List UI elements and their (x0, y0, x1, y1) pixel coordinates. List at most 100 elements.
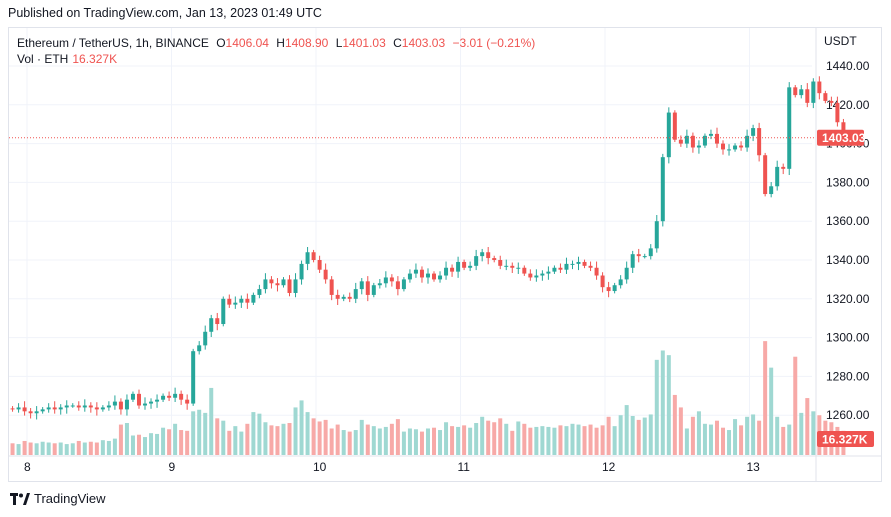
candle-body[interactable] (371, 285, 376, 295)
candle-body[interactable] (203, 331, 208, 346)
candle-body[interactable] (486, 252, 491, 259)
candle-body[interactable] (829, 100, 834, 103)
candle-body[interactable] (570, 263, 575, 265)
candle-body[interactable] (16, 407, 21, 410)
candle-body[interactable] (618, 279, 623, 286)
candle-body[interactable] (534, 275, 539, 278)
candle-body[interactable] (215, 318, 220, 325)
candle-body[interactable] (636, 254, 641, 257)
candle-body[interactable] (118, 401, 123, 410)
candle-body[interactable] (64, 405, 69, 408)
candle-body[interactable] (293, 279, 298, 293)
candle-body[interactable] (263, 279, 268, 290)
candle-body[interactable] (34, 411, 39, 414)
candle-body[interactable] (696, 145, 701, 148)
candle-body[interactable] (757, 128, 762, 156)
candle-body[interactable] (155, 399, 160, 402)
candle-body[interactable] (209, 318, 214, 332)
candle-body[interactable] (353, 289, 358, 299)
candle-body[interactable] (239, 298, 244, 303)
candle-body[interactable] (46, 407, 51, 410)
candle-body[interactable] (702, 135, 707, 146)
candle-body[interactable] (769, 186, 774, 195)
candle-body[interactable] (504, 265, 509, 267)
candle-body[interactable] (130, 393, 135, 400)
candle-body[interactable] (781, 166, 786, 169)
candle-body[interactable] (516, 267, 521, 269)
candle-body[interactable] (624, 267, 629, 280)
candle-body[interactable] (425, 273, 430, 278)
candle-body[interactable] (739, 145, 744, 148)
candle-body[interactable] (763, 155, 768, 195)
candle-body[interactable] (498, 260, 503, 266)
candle-body[interactable] (799, 89, 804, 96)
candle-body[interactable] (666, 112, 671, 158)
candle-body[interactable] (269, 279, 274, 284)
candle-body[interactable] (383, 277, 388, 284)
candle-body[interactable] (287, 279, 292, 293)
candle-body[interactable] (389, 277, 394, 282)
candle-body[interactable] (149, 401, 154, 404)
candle-body[interactable] (407, 273, 412, 280)
candle-body[interactable] (227, 298, 232, 305)
candle-body[interactable] (612, 285, 617, 292)
candle-body[interactable] (106, 405, 111, 408)
candle-body[interactable] (100, 407, 105, 410)
candle-body[interactable] (708, 133, 713, 136)
candle-body[interactable] (546, 271, 551, 274)
candle-body[interactable] (70, 405, 75, 407)
candle-body[interactable] (684, 135, 689, 144)
candle-body[interactable] (317, 260, 322, 270)
candle-body[interactable] (179, 393, 184, 400)
candle-body[interactable] (197, 345, 202, 352)
candle-body[interactable] (161, 395, 166, 400)
candle-body[interactable] (58, 407, 63, 410)
candle-body[interactable] (558, 267, 563, 270)
candle-body[interactable] (22, 407, 27, 412)
candle-body[interactable] (167, 395, 172, 398)
candle-body[interactable] (173, 393, 178, 398)
candle-body[interactable] (576, 261, 581, 264)
candle-body[interactable] (654, 221, 659, 249)
candle-body[interactable] (94, 407, 99, 410)
candle-body[interactable] (377, 283, 382, 286)
candle-body[interactable] (582, 261, 587, 266)
symbol-label[interactable]: Ethereum / TetherUS, 1h, BINANCE (17, 36, 209, 50)
candle-body[interactable] (528, 273, 533, 278)
candle-body[interactable] (714, 133, 719, 144)
candle-body[interactable] (401, 279, 406, 290)
candle-body[interactable] (540, 273, 545, 276)
candle-body[interactable] (221, 298, 226, 325)
candle-body[interactable] (233, 302, 238, 305)
candle-body[interactable] (136, 393, 141, 406)
tradingview-brand[interactable]: TradingView (10, 491, 106, 506)
candle-body[interactable] (191, 351, 196, 404)
candle-body[interactable] (10, 408, 15, 410)
candle-body[interactable] (359, 281, 364, 290)
candle-body[interactable] (835, 102, 840, 123)
candle-body[interactable] (642, 256, 647, 258)
candle-body[interactable] (793, 87, 798, 96)
candle-body[interactable] (305, 252, 310, 264)
candle-body[interactable] (727, 149, 732, 151)
candle-body[interactable] (245, 298, 250, 303)
candle-body[interactable] (329, 279, 334, 295)
candle-body[interactable] (648, 248, 653, 257)
candle-body[interactable] (678, 139, 683, 144)
candle-body[interactable] (143, 403, 148, 406)
candle-body[interactable] (552, 267, 557, 272)
candle-body[interactable] (522, 267, 527, 274)
candle-body[interactable] (257, 289, 262, 295)
candle-body[interactable] (823, 93, 828, 101)
candle-body[interactable] (480, 252, 485, 257)
candle-body[interactable] (606, 287, 611, 292)
candle-body[interactable] (124, 399, 129, 410)
candle-body[interactable] (281, 279, 286, 286)
candle-body[interactable] (660, 157, 665, 222)
candle-body[interactable] (365, 281, 370, 295)
candle-body[interactable] (600, 275, 605, 288)
candle-body[interactable] (76, 405, 81, 408)
candle-body[interactable] (450, 267, 455, 272)
candle-body[interactable] (594, 267, 599, 276)
